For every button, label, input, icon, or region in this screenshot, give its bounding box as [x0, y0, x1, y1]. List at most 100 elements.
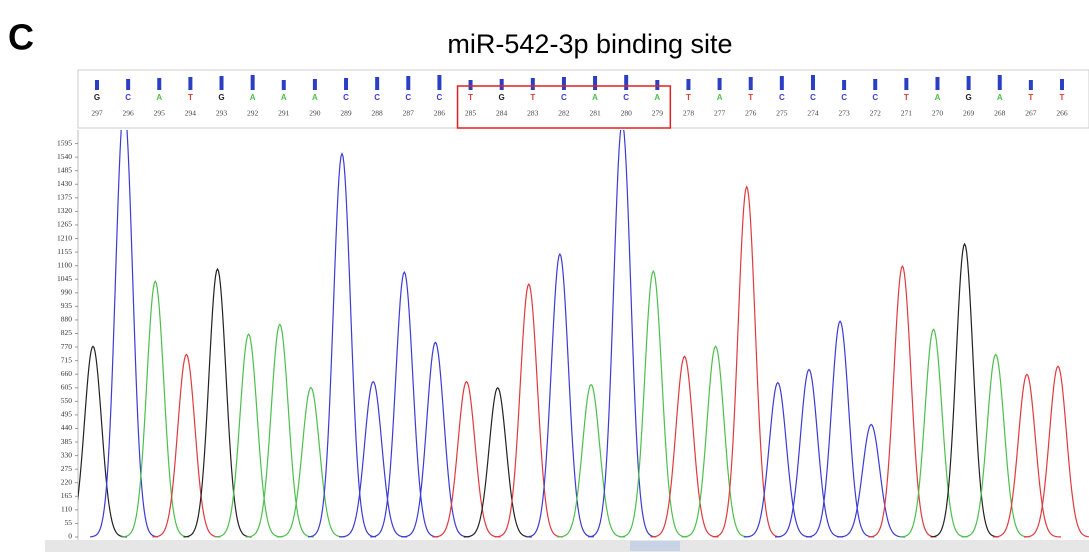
y-tick-label: 1210: [57, 233, 72, 242]
position-label: 271: [901, 109, 913, 118]
base-letter: T: [1028, 93, 1033, 102]
quality-bar: [1029, 80, 1033, 90]
position-label: 280: [621, 109, 633, 118]
peak: [339, 382, 407, 537]
position-label: 286: [434, 109, 446, 118]
base-letter: C: [374, 93, 380, 102]
position-label: 276: [745, 109, 757, 118]
position-label: 288: [372, 109, 384, 118]
y-tick-label: 275: [61, 464, 73, 473]
y-tick-label: 935: [61, 301, 73, 310]
y-tick-label: 1265: [57, 220, 72, 229]
position-label: 293: [216, 109, 228, 118]
base-letter: C: [561, 93, 567, 102]
quality-bar: [406, 76, 410, 90]
position-label: 274: [807, 109, 819, 118]
y-tick-label: 220: [61, 477, 73, 486]
y-tick-label: 440: [61, 423, 73, 432]
position-label: 282: [558, 109, 570, 118]
y-tick-label: 550: [61, 396, 73, 405]
y-tick-label: 1595: [57, 138, 72, 147]
peak: [215, 334, 283, 537]
y-tick-label: 1045: [57, 274, 72, 283]
position-label: 268: [994, 109, 1006, 118]
quality-bar: [967, 76, 971, 90]
y-tick-label: 880: [61, 315, 73, 324]
base-letter: C: [437, 93, 443, 102]
position-label: 281: [589, 109, 601, 118]
base-letter: T: [188, 93, 193, 102]
y-tick-label: 385: [61, 437, 73, 446]
quality-bar: [811, 75, 815, 90]
quality-bar: [437, 75, 441, 90]
position-label: 273: [838, 109, 850, 118]
peak: [401, 342, 469, 537]
peak: [90, 105, 158, 537]
y-tick-label: 770: [61, 342, 73, 351]
peak: [837, 425, 905, 538]
base-letter: A: [654, 93, 660, 102]
quality-bar: [935, 77, 939, 90]
position-label: 275: [776, 109, 788, 118]
chart-title: miR-542-3p binding site: [447, 29, 732, 59]
peak: [495, 284, 563, 537]
y-tick-label: 1100: [57, 260, 72, 269]
position-label: 266: [1056, 109, 1068, 118]
scroll-thumb[interactable]: [630, 541, 680, 551]
position-label: 295: [154, 109, 166, 118]
y-tick-label: 0: [68, 532, 72, 541]
y-tick-label: 605: [61, 382, 73, 391]
base-letter: C: [125, 93, 131, 102]
quality-bar: [780, 76, 784, 90]
y-tick-label: 715: [61, 355, 73, 364]
position-label: 267: [1025, 109, 1037, 118]
peak: [619, 271, 687, 537]
quality-bar: [562, 77, 566, 90]
peak: [962, 355, 1030, 537]
base-letter: C: [343, 93, 349, 102]
base-letter: C: [779, 93, 785, 102]
position-label: 290: [309, 109, 321, 118]
peak: [588, 123, 656, 537]
quality-bar: [624, 75, 628, 90]
position-label: 289: [340, 109, 352, 118]
quality-bar: [188, 77, 192, 90]
peak: [557, 385, 625, 537]
quality-bar: [282, 80, 286, 90]
y-tick-label: 1155: [57, 247, 72, 256]
base-letter: G: [94, 93, 100, 102]
quality-bar: [686, 79, 690, 90]
y-tick-label: 1320: [57, 206, 72, 215]
peak: [993, 374, 1061, 537]
quality-bar: [593, 76, 597, 90]
y-tick-label: 990: [61, 288, 73, 297]
position-label: 269: [963, 109, 975, 118]
peak: [464, 388, 532, 537]
base-letter: A: [935, 93, 941, 102]
peak: [682, 346, 750, 537]
quality-bar: [220, 76, 224, 90]
peak: [526, 254, 594, 537]
quality-bar: [655, 80, 659, 90]
quality-bar: [1060, 79, 1064, 90]
y-tick-label: 55: [65, 518, 73, 527]
base-letter: A: [592, 93, 598, 102]
base-letter: G: [218, 93, 224, 102]
y-tick-label: 330: [61, 450, 73, 459]
base-letter: G: [965, 93, 971, 102]
base-letter: G: [499, 93, 505, 102]
peak: [744, 383, 812, 537]
base-letter: C: [872, 93, 878, 102]
quality-bar: [251, 75, 255, 90]
quality-bar: [500, 79, 504, 90]
base-letter: T: [468, 93, 473, 102]
y-tick-label: 1540: [57, 152, 72, 161]
y-tick-label: 110: [61, 505, 72, 514]
y-tick-label: 165: [61, 491, 73, 500]
y-tick-label: 1485: [57, 165, 72, 174]
position-label: 294: [185, 109, 197, 118]
quality-bar: [126, 79, 130, 90]
base-letter: T: [1060, 93, 1065, 102]
quality-bar: [904, 78, 908, 90]
quality-bar: [313, 79, 317, 90]
